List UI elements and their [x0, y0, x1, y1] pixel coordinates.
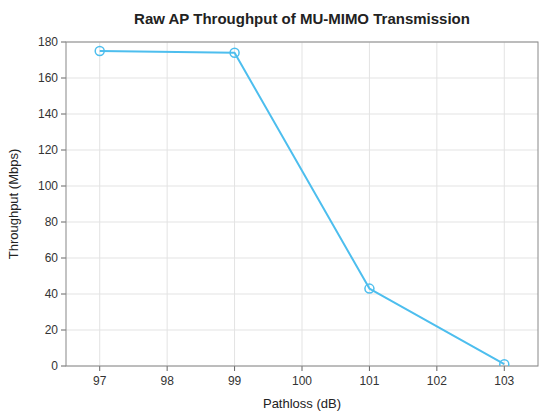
tick-label: 98 [160, 374, 174, 388]
tick-mark [61, 222, 66, 223]
grid-line [66, 294, 538, 295]
grid-line [504, 42, 505, 366]
tick-label: 40 [45, 287, 59, 301]
grid-line [66, 114, 538, 115]
tick-mark [61, 258, 66, 259]
tick-mark [369, 366, 370, 371]
grid-line [66, 150, 538, 151]
tick-mark [61, 186, 66, 187]
tick-mark [302, 366, 303, 371]
tick-mark [61, 150, 66, 151]
grid-line [66, 186, 538, 187]
grid-line [66, 330, 538, 331]
tick-mark [436, 366, 437, 371]
tick-label: 160 [38, 71, 58, 85]
line [100, 51, 505, 364]
tick-mark [61, 114, 66, 115]
x-axis-label: Pathloss (dB) [263, 396, 341, 411]
tick-label: 100 [38, 179, 58, 193]
tick-mark [61, 294, 66, 295]
tick-label: 100 [292, 374, 312, 388]
tick-mark [99, 366, 100, 371]
tick-label: 80 [45, 215, 59, 229]
grid-line [66, 78, 538, 79]
grid-line [436, 42, 437, 366]
tick-mark [61, 330, 66, 331]
tick-label: 180 [38, 35, 58, 49]
grid-line [369, 42, 370, 366]
series [95, 47, 509, 367]
axes: 97 98 99 100 101 102 103 0 20 40 60 80 100 120 140 160 1… [38, 35, 538, 388]
title: Raw AP Throughput of MU-MIMO Transmissio… [134, 10, 470, 27]
grid-line [66, 258, 538, 259]
tick-label: 99 [228, 374, 242, 388]
tick-label: 20 [45, 323, 59, 337]
tick-label: 120 [38, 143, 58, 157]
tick-mark [234, 366, 235, 371]
marker [95, 47, 104, 56]
grid-line [99, 42, 100, 366]
y-axis-label: Throughput (Mbps) [6, 149, 21, 260]
grid-line [167, 42, 168, 366]
grid-line [234, 42, 235, 366]
marker [230, 48, 239, 57]
marker [365, 284, 374, 293]
tick-label: 103 [494, 374, 514, 388]
grid-line [302, 42, 303, 366]
tick-mark [61, 42, 66, 43]
grid [66, 42, 538, 366]
tick-mark [504, 366, 505, 371]
marker [500, 360, 509, 366]
tick-label: 102 [427, 374, 447, 388]
tick-mark [61, 366, 66, 367]
tick-mark [167, 366, 168, 371]
tick-label: 60 [45, 251, 59, 265]
grid-line [66, 222, 538, 223]
tick-label: 97 [93, 374, 107, 388]
tick-mark [61, 78, 66, 79]
tick-label: 0 [51, 359, 58, 373]
plot-area [66, 42, 538, 366]
chart: 97 98 99 100 101 102 103 0 20 40 60 80 100 120 140 160 1… [0, 0, 560, 420]
tick-label: 140 [38, 107, 58, 121]
plot-frame [66, 42, 538, 366]
tick-label: 101 [359, 374, 379, 388]
